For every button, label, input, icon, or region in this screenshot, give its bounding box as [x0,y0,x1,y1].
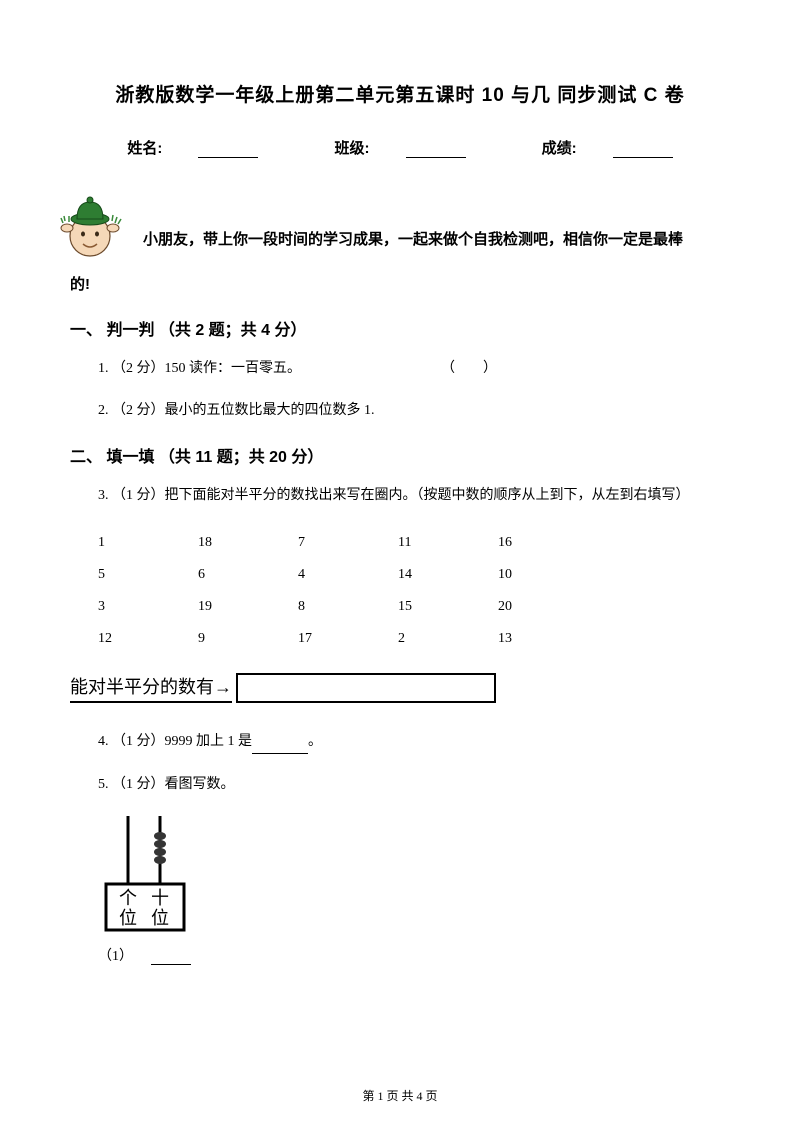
score-blank [613,144,673,158]
mascot-icon [55,188,125,263]
abacus-left-bot: 位 [119,908,137,928]
section-1-head: 一、 判一判 （共 2 题；共 4 分） [70,316,730,340]
score-label: 成绩: [524,140,691,157]
q5-sub: （1） [98,945,730,965]
q1-paren: （ ） [441,358,497,380]
intro-text-1: 小朋友，带上你一段时间的学习成果，一起来做个自我检测吧，相信你一定是最棒 [125,225,730,255]
q5-blank [151,953,191,965]
q4-blank [252,742,308,754]
question-1: 1. （2 分）150 读作：一百零五。（ ） [98,358,730,380]
question-5: 5. （1 分）看图写数。 [98,774,730,796]
abacus-right-top: 十 [151,888,169,908]
box-label: 能对半平分的数有→ [70,673,232,703]
question-2: 2. （2 分）最小的五位数比最大的四位数多 1. [98,400,730,422]
info-row: 姓名: 班级: 成绩: [70,137,730,158]
table-row: 31981520 [98,591,598,623]
section-2-head: 二、 填一填 （共 11 题；共 20 分） [70,443,730,467]
table-row: 11871116 [98,527,598,559]
page-footer: 第 1 页 共 4 页 [0,1087,800,1104]
table-row: 12917213 [98,623,598,655]
abacus-left-top: 个 [119,888,137,908]
page-title: 浙教版数学一年级上册第二单元第五课时 10 与几 同步测试 C 卷 [70,80,730,107]
name-label: 姓名: [109,140,276,157]
abacus-right-bot: 位 [151,908,169,928]
intro-text-2: 的! [70,273,730,294]
number-table: 11871116 5641410 31981520 12917213 [98,527,598,655]
abacus-figure: 个 十 位 位 （1） [98,816,730,965]
class-label: 班级: [317,140,484,157]
table-row: 5641410 [98,559,598,591]
class-blank [406,144,466,158]
question-3: 3. （1 分）把下面能对半平分的数找出来写在圈内。（按题中数的顺序从上到下，从… [98,485,730,507]
name-blank [198,144,258,158]
answer-box [236,673,496,703]
question-4: 4. （1 分）9999 加上 1 是。 [98,731,730,753]
answer-box-row: 能对半平分的数有→ [70,673,730,703]
